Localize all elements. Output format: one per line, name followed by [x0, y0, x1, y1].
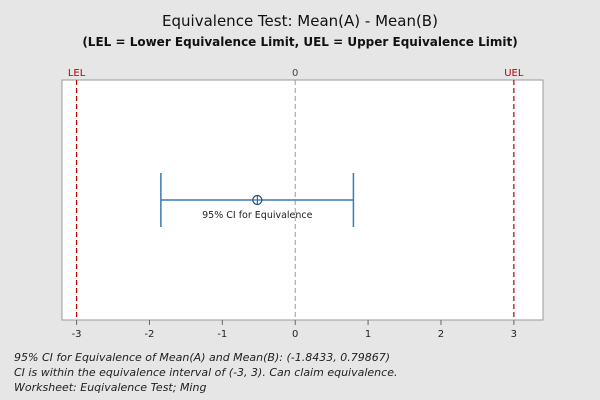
footnote-conclusion: CI is within the equivalence interval of…	[14, 366, 398, 379]
reference-label-zero: 0	[292, 68, 298, 79]
reference-label-lel: LEL	[68, 68, 86, 79]
x-tick-label: -3	[72, 329, 82, 340]
footnote-ci: 95% CI for Equivalence of Mean(A) and Me…	[14, 351, 390, 364]
chart-title: Equivalence Test: Mean(A) - Mean(B)	[162, 12, 438, 30]
x-tick-label: -2	[144, 329, 154, 340]
x-tick-label: 2	[438, 329, 444, 340]
x-tick-label: 1	[365, 329, 371, 340]
reference-label-uel: UEL	[504, 68, 524, 79]
x-tick-label: 0	[292, 329, 298, 340]
x-tick-label: 3	[511, 329, 517, 340]
footnote-worksheet: Worksheet: Euqivalence Test; Ming	[14, 381, 207, 394]
chart-subtitle: (LEL = Lower Equivalence Limit, UEL = Up…	[82, 35, 518, 49]
x-tick-label: -1	[217, 329, 227, 340]
footnotes: 95% CI for Equivalence of Mean(A) and Me…	[14, 350, 397, 395]
ci-label: 95% CI for Equivalence	[202, 210, 313, 221]
